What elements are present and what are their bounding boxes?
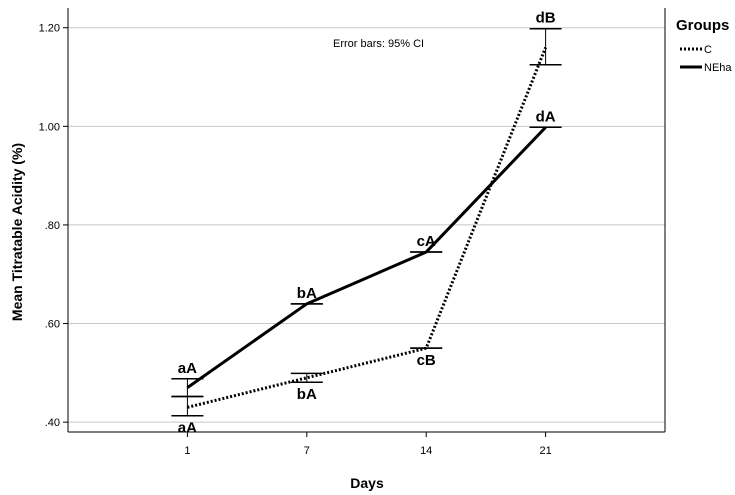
y-tick-label: .60 — [45, 319, 60, 331]
significance-label: dA — [536, 108, 556, 125]
error-bar — [290, 372, 323, 383]
significance-label: bA — [297, 285, 317, 302]
series-layer — [171, 27, 562, 417]
x-axis-ticks: 1 7 14 21 — [184, 432, 552, 457]
series-line-neha — [186, 126, 547, 389]
series-neha — [171, 126, 562, 398]
gridlines — [68, 27, 665, 423]
x-axis-title: Days — [350, 475, 384, 491]
y-tick-label: .40 — [45, 417, 60, 429]
significance-label: bA — [297, 386, 317, 403]
plot-frame — [67, 8, 666, 433]
significance-label: cB — [417, 352, 436, 369]
y-axis-ticks: .40 .60 .80 1.00 1.20 — [39, 23, 68, 429]
legend: Groups C NEha — [676, 17, 732, 74]
significance-label: aA — [178, 420, 197, 437]
legend-title: Groups — [676, 17, 729, 34]
x-tick-label: 7 — [304, 445, 310, 457]
legend-label-c: C — [704, 44, 712, 56]
error-bar — [171, 378, 204, 398]
error-bar-annotation: Error bars: 95% CI — [333, 38, 424, 50]
x-tick-label: 21 — [539, 445, 551, 457]
y-tick-label: .80 — [45, 220, 60, 232]
error-bar — [171, 395, 204, 417]
significance-labels: aA bA cB dB aA bA cA dA — [178, 10, 556, 437]
significance-label: aA — [178, 360, 197, 377]
y-axis-title: Mean Titratable Acidity (%) — [9, 143, 25, 321]
error-bar — [529, 27, 562, 66]
significance-label: dB — [536, 10, 556, 27]
y-tick-label: 1.20 — [39, 23, 60, 35]
series-line-c — [187, 46, 547, 409]
x-tick-label: 1 — [184, 445, 190, 457]
x-tick-label: 14 — [420, 445, 432, 457]
y-tick-label: 1.00 — [39, 121, 60, 133]
legend-label-neha: NEha — [704, 62, 732, 74]
significance-label: cA — [417, 233, 436, 250]
